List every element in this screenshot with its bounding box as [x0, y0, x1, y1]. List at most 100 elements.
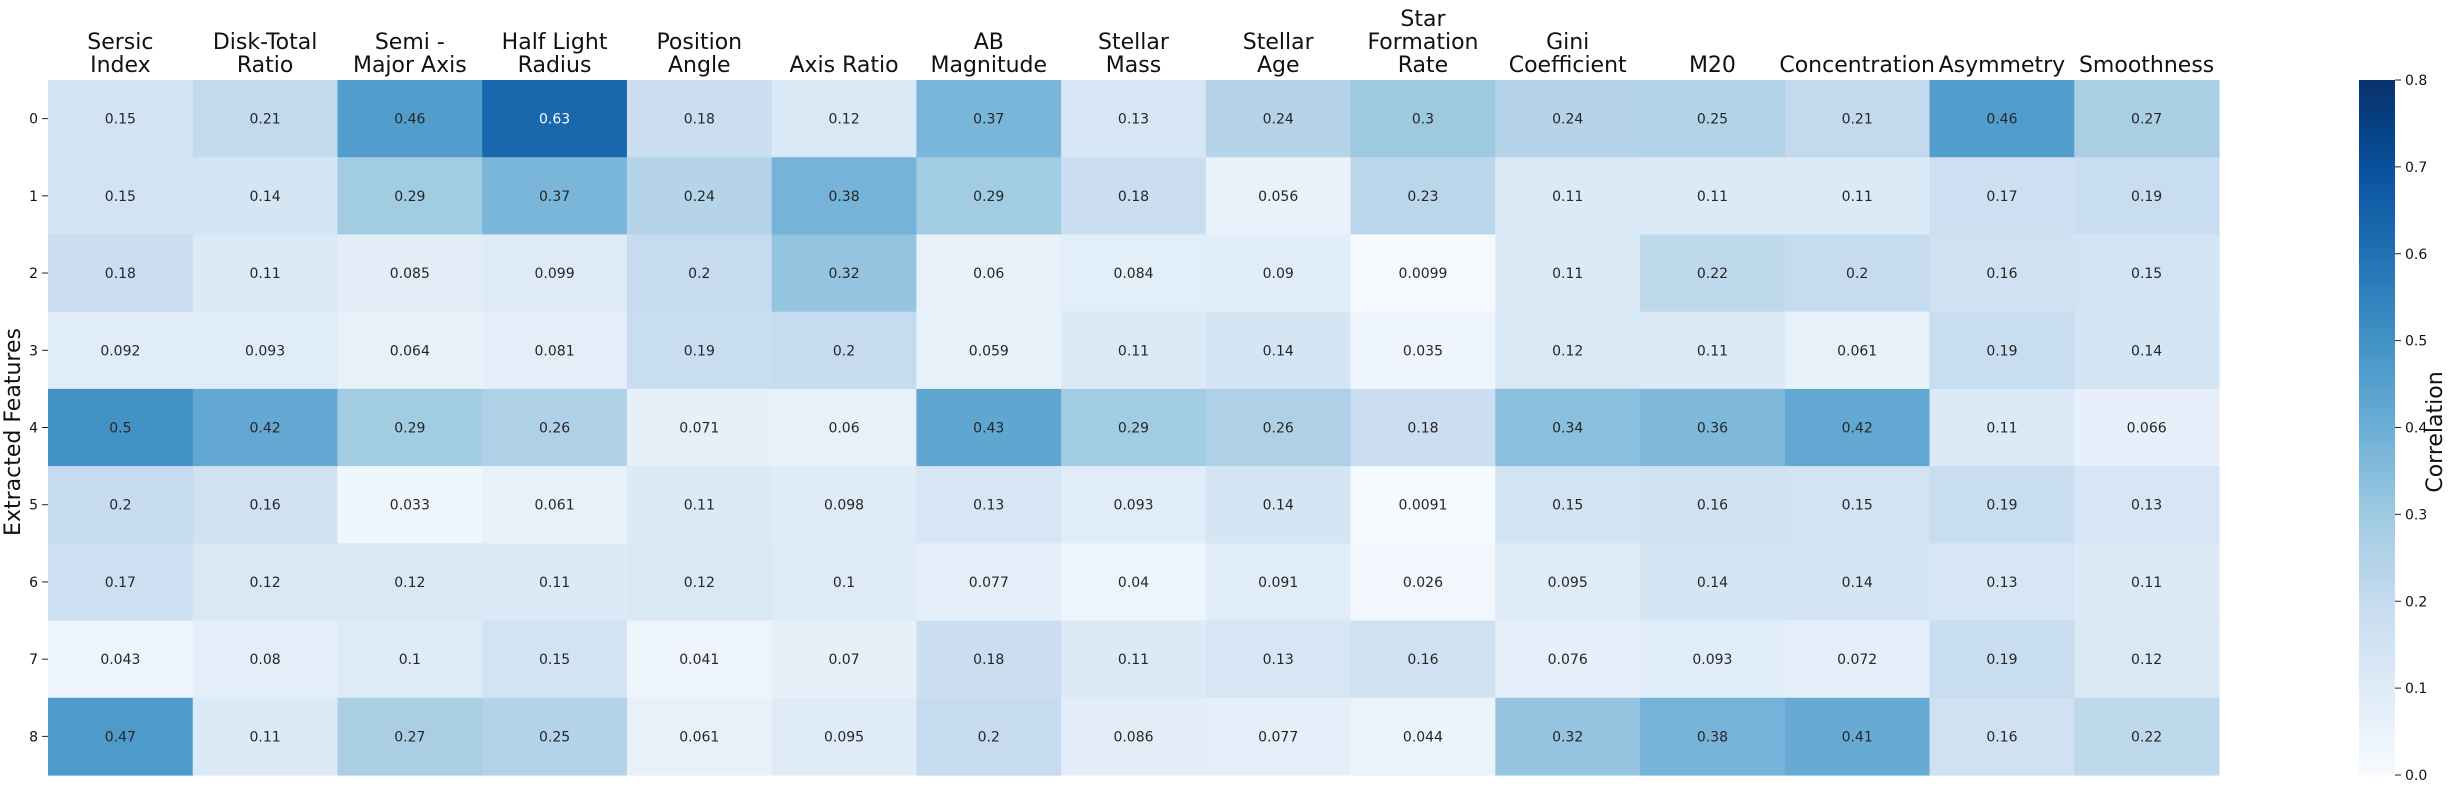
column-label: Major Axis	[353, 53, 467, 78]
cell-value-label: 0.19	[2131, 189, 2162, 205]
cell-value-label: 0.42	[1842, 421, 1873, 437]
cell-value-label: 0.22	[1697, 266, 1728, 282]
cell-value-label: 0.026	[1403, 575, 1443, 591]
cell-value-label: 0.091	[1258, 575, 1298, 591]
cell-value-label: 0.14	[1697, 575, 1728, 591]
cell-value-label: 0.15	[1552, 498, 1583, 514]
cell-value-label: 0.17	[105, 575, 136, 591]
column-label: Disk-Total	[213, 30, 318, 55]
cell-value-label: 0.42	[250, 421, 281, 437]
cell-value-label: 0.06	[973, 266, 1004, 282]
cell-value-label: 0.08	[250, 652, 281, 668]
cell-value-label: 0.084	[1113, 266, 1153, 282]
colorbar-tick-label: 0.1	[2405, 681, 2427, 697]
cell-value-label: 0.14	[250, 189, 281, 205]
cell-value-label: 0.29	[973, 189, 1004, 205]
cell-value-label: 0.25	[539, 729, 570, 745]
row-tick-label: 3	[29, 343, 38, 359]
cell-value-label: 0.24	[684, 189, 715, 205]
cell-value-label: 0.11	[1118, 343, 1149, 359]
cell-value-label: 0.32	[828, 266, 859, 282]
column-label: Asymmetry	[1939, 53, 2066, 78]
cell-value-label: 0.071	[679, 421, 719, 437]
colorbar-tick-label: 0.7	[2405, 160, 2427, 176]
cell-value-label: 0.093	[1692, 652, 1732, 668]
cell-value-label: 0.1	[833, 575, 855, 591]
cell-value-label: 0.36	[1697, 421, 1728, 437]
cell-value-label: 0.035	[1403, 343, 1443, 359]
cell-value-label: 0.093	[1113, 498, 1153, 514]
cell-value-label: 0.12	[394, 575, 425, 591]
row-tick-label: 2	[29, 266, 38, 282]
cell-value-label: 0.056	[1258, 189, 1298, 205]
column-label: Gini	[1546, 30, 1589, 55]
row-tick-label: 7	[29, 652, 38, 668]
column-label: Mass	[1106, 53, 1161, 78]
cell-value-label: 0.12	[1552, 343, 1583, 359]
column-label: Sersic	[87, 30, 153, 55]
cell-value-label: 0.11	[1552, 266, 1583, 282]
cell-value-label: 0.11	[539, 575, 570, 591]
cell-value-label: 0.18	[973, 652, 1004, 668]
cell-value-label: 0.2	[833, 343, 855, 359]
cell-value-label: 0.34	[1552, 421, 1583, 437]
cell-value-label: 0.11	[1842, 189, 1873, 205]
cell-value-label: 0.11	[1697, 343, 1728, 359]
cell-value-label: 0.0099	[1398, 266, 1447, 282]
colorbar-tick-label: 0.8	[2405, 73, 2427, 89]
cell-value-label: 0.15	[539, 652, 570, 668]
column-label: Semi -	[375, 30, 445, 55]
column-label: Axis Ratio	[789, 53, 898, 78]
column-label: M20	[1689, 53, 1736, 78]
cell-value-label: 0.15	[2131, 266, 2162, 282]
cell-value-label: 0.092	[100, 343, 140, 359]
column-label: Age	[1257, 53, 1300, 78]
cell-value-label: 0.11	[1118, 652, 1149, 668]
cell-value-label: 0.12	[250, 575, 281, 591]
cell-value-label: 0.076	[1548, 652, 1588, 668]
cell-value-label: 0.13	[1118, 112, 1149, 128]
cell-value-label: 0.2	[978, 729, 1000, 745]
cell-value-label: 0.11	[1697, 189, 1728, 205]
row-tick-label: 5	[29, 498, 38, 514]
cell-value-label: 0.14	[1263, 343, 1294, 359]
colorbar: 0.00.10.20.30.40.50.60.70.8	[2359, 73, 2427, 784]
cell-value-label: 0.26	[539, 421, 570, 437]
cell-value-label: 0.37	[539, 189, 570, 205]
cell-value-label: 0.077	[1258, 729, 1298, 745]
cell-value-label: 0.11	[250, 266, 281, 282]
cell-value-label: 0.2	[1846, 266, 1868, 282]
cell-value-label: 0.46	[1986, 112, 2017, 128]
cell-value-label: 0.18	[1407, 421, 1438, 437]
cell-value-label: 0.064	[390, 343, 430, 359]
cell-value-label: 0.061	[679, 729, 719, 745]
cell-value-label: 0.19	[1986, 343, 2017, 359]
cell-value-label: 0.093	[245, 343, 285, 359]
cell-value-label: 0.14	[1842, 575, 1873, 591]
cell-value-label: 0.086	[1113, 729, 1153, 745]
column-label: Smoothness	[2079, 53, 2214, 78]
column-label: Index	[90, 53, 151, 78]
colorbar-tick-label: 0.5	[2405, 334, 2427, 350]
cell-value-label: 0.072	[1837, 652, 1877, 668]
column-label: Ratio	[237, 53, 293, 78]
cell-value-label: 0.63	[539, 112, 570, 128]
cell-value-label: 0.21	[250, 112, 281, 128]
cell-value-label: 0.12	[684, 575, 715, 591]
cell-value-label: 0.18	[684, 112, 715, 128]
cell-value-label: 0.11	[684, 498, 715, 514]
cell-value-label: 0.29	[394, 421, 425, 437]
cell-value-label: 0.26	[1263, 421, 1294, 437]
colorbar-label: Correlation	[2423, 371, 2448, 492]
cell-value-label: 0.06	[828, 421, 859, 437]
cell-value-label: 0.46	[394, 112, 425, 128]
cell-value-label: 0.15	[105, 112, 136, 128]
cell-value-label: 0.043	[100, 652, 140, 668]
column-label: Stellar	[1243, 30, 1315, 55]
cell-value-label: 0.27	[2131, 112, 2162, 128]
column-label: AB	[974, 30, 1004, 55]
colorbar-tick-label: 0.6	[2405, 247, 2427, 263]
row-tick-labels: 0 1 2 3 4 5 6 7 8	[29, 112, 48, 746]
cell-value-label: 0.061	[535, 498, 575, 514]
cell-value-label: 0.077	[969, 575, 1009, 591]
